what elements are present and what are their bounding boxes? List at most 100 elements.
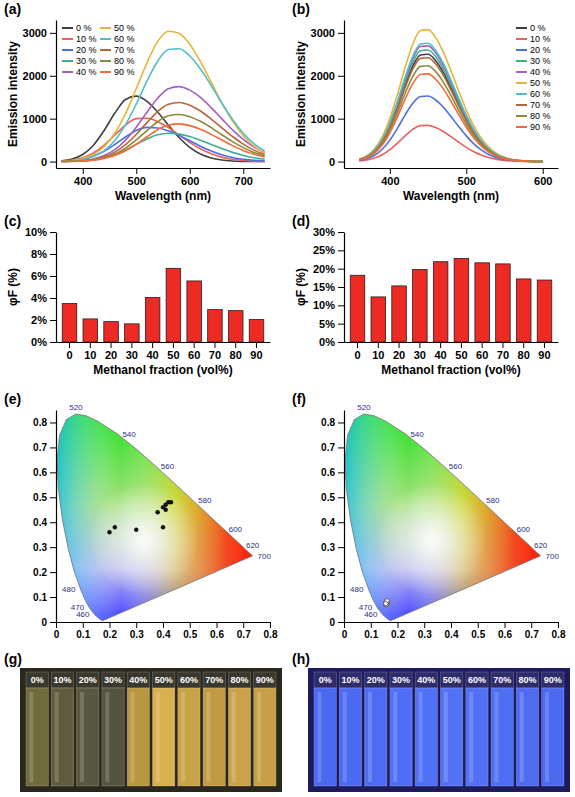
tick: 10	[372, 342, 384, 361]
y-axis: 0%2%4%6%8%10%	[25, 226, 57, 348]
cuvette	[153, 688, 175, 786]
tick-label: 60	[188, 349, 200, 361]
legend-label: 60 %	[114, 34, 135, 44]
y-axis-title: Emission intensity	[6, 41, 20, 147]
tick-label: 40	[434, 349, 446, 361]
bar	[166, 268, 181, 342]
tick: 0.7	[321, 442, 344, 453]
tick-mark	[136, 168, 137, 174]
tick-label: 0.4	[33, 517, 47, 528]
bar	[496, 264, 511, 342]
tick-mark	[338, 33, 344, 34]
color-layer	[56, 410, 270, 622]
cuvette	[127, 688, 149, 786]
cuvette	[228, 688, 250, 786]
tick: 0	[329, 617, 344, 628]
tick-label: 0%	[319, 336, 335, 348]
y-axis: 00.10.20.30.40.50.60.70.8	[33, 411, 56, 628]
tick-label: 80	[518, 349, 530, 361]
tick-mark	[50, 162, 56, 163]
tick-mark	[50, 497, 56, 498]
point	[107, 530, 111, 534]
tick: 0.4	[157, 622, 171, 640]
tick-label: 0.3	[418, 629, 432, 640]
spectrum-line	[359, 30, 542, 162]
cuvette-top	[178, 672, 200, 688]
tick-label: 10	[372, 349, 384, 361]
tick-label: 0.1	[321, 592, 335, 603]
tick-label: 0	[342, 629, 348, 640]
cuvette	[26, 688, 48, 786]
x-axis-line	[57, 342, 271, 343]
tick-label: 0.1	[76, 629, 90, 640]
wavelength-label: 560	[161, 462, 175, 471]
wavelength-label: 700	[546, 552, 560, 561]
tick-mark	[344, 622, 345, 628]
tick-mark	[338, 472, 344, 473]
tick-label: 30	[414, 349, 426, 361]
cuvette	[491, 688, 513, 786]
legend-label: 0 %	[76, 23, 92, 33]
tick: 10%	[313, 299, 344, 311]
tick: 0.8	[264, 622, 278, 640]
tick-label: 0.7	[237, 629, 251, 640]
tick: 10%	[25, 226, 56, 238]
tick-label: 0	[329, 617, 335, 628]
tick-label: 1000	[23, 113, 47, 125]
panel-label: (b)	[292, 1, 310, 17]
cuvette-highlight	[469, 692, 473, 782]
tick: 0.7	[237, 622, 251, 640]
tick-mark	[338, 597, 344, 598]
wavelength-label: 700	[258, 552, 272, 561]
tick-mark	[83, 168, 84, 174]
cuvette-label: 50%	[155, 675, 173, 685]
tick-label: 4%	[31, 292, 47, 304]
wavelength-label: 460	[364, 610, 378, 619]
tick-mark	[523, 342, 524, 348]
tick-label: 40	[146, 349, 158, 361]
tick-label: 3000	[311, 27, 335, 39]
tick: 30%	[313, 226, 344, 238]
tick-mark	[50, 572, 56, 573]
tick-label: 0.5	[33, 492, 47, 503]
tick-mark	[243, 168, 244, 174]
cuvette-highlight	[131, 692, 135, 782]
point	[134, 528, 138, 532]
plot-area	[350, 258, 552, 342]
bar	[187, 281, 202, 342]
cuvette	[102, 688, 124, 786]
point	[384, 602, 388, 606]
panel-label: (a)	[4, 1, 21, 17]
tick-label: 0.4	[157, 629, 171, 640]
tick-mark	[338, 119, 344, 120]
tick: 8%	[31, 248, 56, 260]
cuvette-top	[491, 672, 513, 688]
photo-background	[308, 668, 570, 792]
cuvette-label: 20%	[367, 675, 385, 685]
plot-area	[61, 31, 264, 161]
tick-mark	[243, 622, 244, 628]
plot-area	[62, 268, 264, 342]
tick: 3000	[23, 27, 56, 39]
spectrum-line	[359, 74, 542, 162]
x-axis-title: Methanol fraction (vol%)	[93, 363, 232, 377]
tick: 20	[105, 342, 117, 361]
cuvette-highlight	[206, 692, 210, 782]
x-axis-line	[345, 342, 559, 343]
tick: 0.5	[183, 622, 197, 640]
tick-label: 2%	[31, 314, 47, 326]
tick: 0.1	[364, 622, 378, 640]
tick-mark	[110, 622, 111, 628]
cuvette-top	[127, 672, 149, 688]
tick-label: 0.7	[525, 629, 539, 640]
tick-mark	[478, 622, 479, 628]
wavelength-label: 460	[76, 610, 90, 619]
cuvette	[254, 688, 276, 786]
x-axis: 400500600	[345, 168, 559, 187]
wavelength-label: 600	[517, 525, 531, 534]
tick-label: 0.6	[321, 467, 335, 478]
y-axis-line	[56, 21, 57, 169]
tick: 30	[126, 342, 138, 361]
plot-area	[344, 410, 558, 622]
cuvette-label: 90%	[256, 675, 274, 685]
